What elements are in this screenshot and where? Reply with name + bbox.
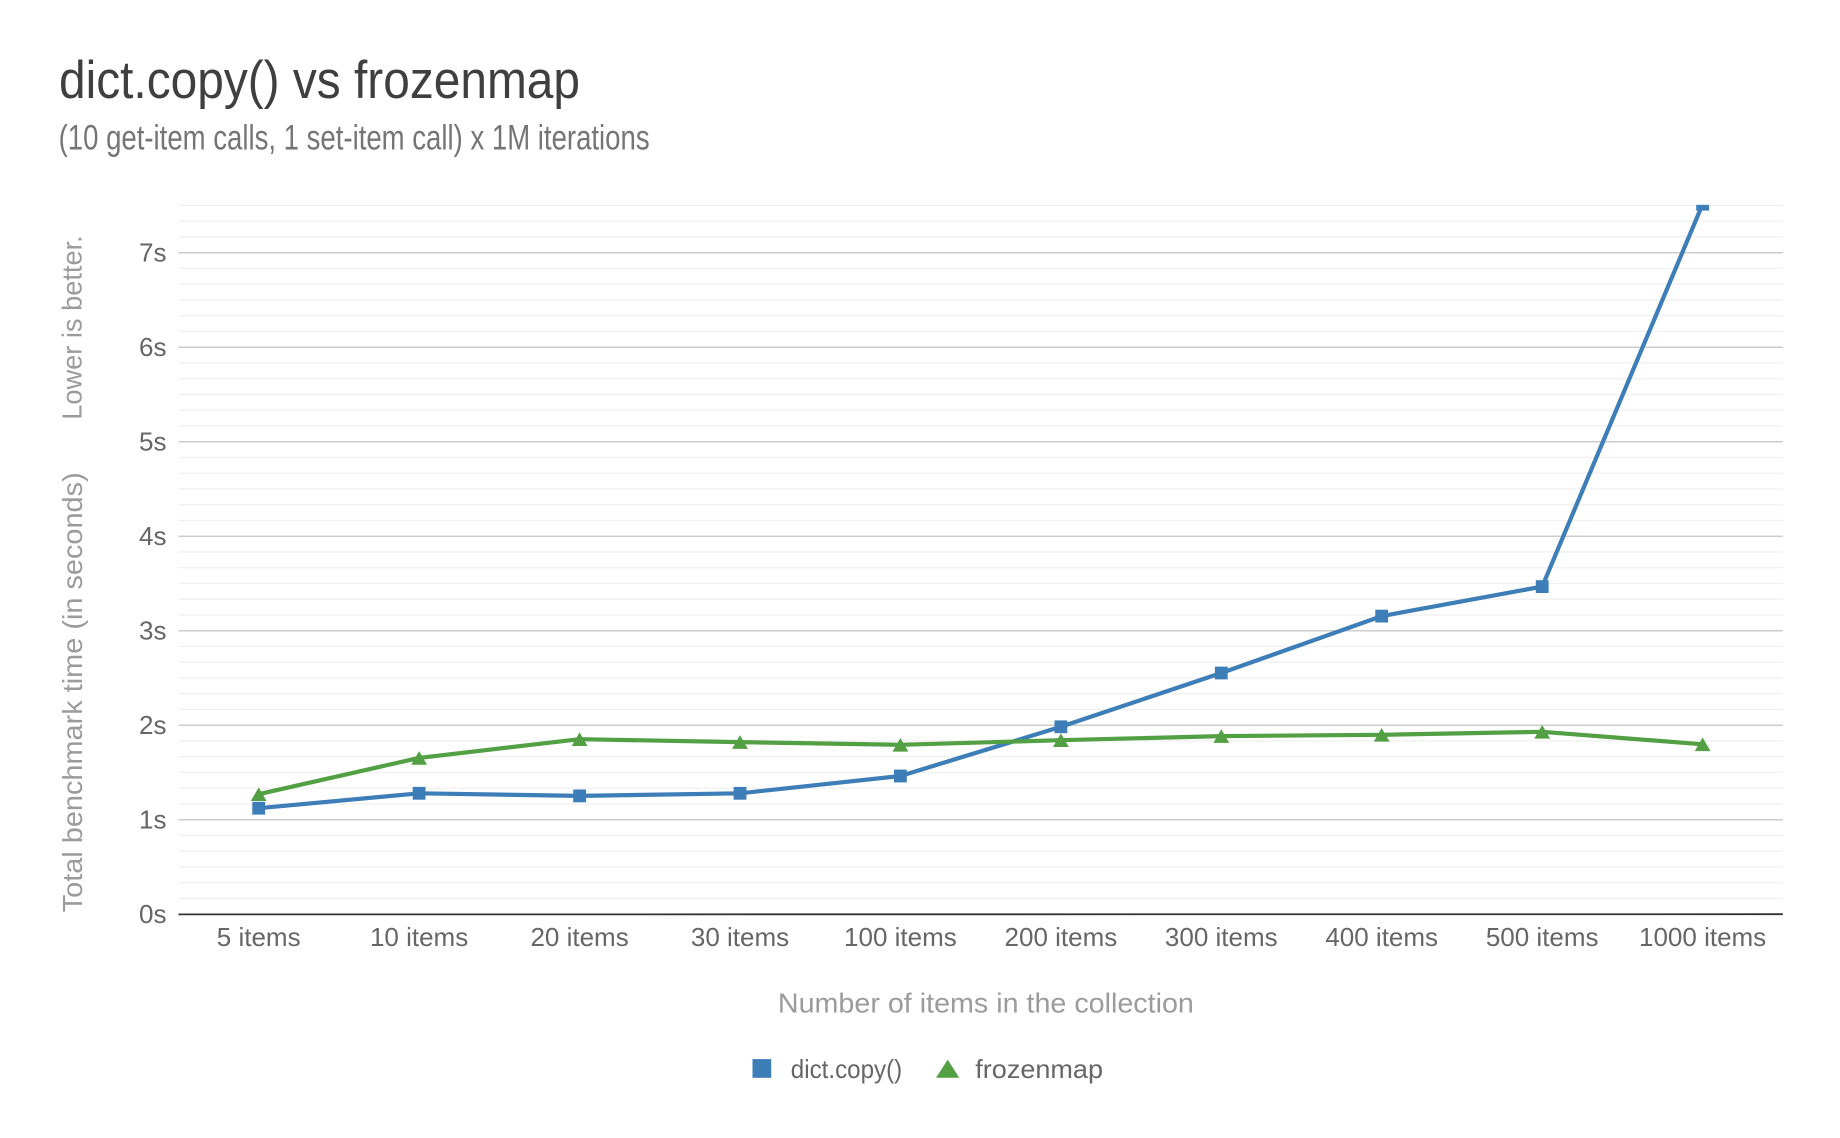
svg-text:5s: 5s [139, 426, 166, 456]
svg-text:(10 get-item calls, 1 set-item: (10 get-item calls, 1 set-item call) x 1… [59, 119, 650, 158]
svg-text:frozenmap: frozenmap [975, 1054, 1103, 1084]
svg-text:100 items: 100 items [844, 922, 957, 952]
svg-text:300 items: 300 items [1165, 922, 1278, 952]
svg-text:20 items: 20 items [530, 922, 628, 952]
svg-text:dict.copy(): dict.copy() [791, 1054, 902, 1084]
svg-text:0s: 0s [139, 899, 166, 929]
svg-text:500 items: 500 items [1486, 922, 1599, 952]
svg-text:3s: 3s [139, 615, 166, 645]
svg-text:6s: 6s [139, 332, 166, 362]
svg-text:Total benchmark time (in secon: Total benchmark time (in seconds) [57, 472, 88, 912]
svg-text:7s: 7s [139, 237, 166, 267]
svg-text:Lower is better.: Lower is better. [57, 235, 88, 420]
svg-text:Number of items in the collect: Number of items in the collection [778, 988, 1194, 1019]
svg-text:1s: 1s [139, 804, 166, 834]
svg-text:400 items: 400 items [1325, 922, 1438, 952]
svg-text:200 items: 200 items [1005, 922, 1118, 952]
svg-text:dict.copy() vs frozenmap: dict.copy() vs frozenmap [59, 51, 580, 110]
svg-text:2s: 2s [139, 710, 166, 740]
svg-text:4s: 4s [139, 521, 166, 551]
svg-text:5 items: 5 items [217, 922, 301, 952]
svg-text:30 items: 30 items [691, 922, 789, 952]
svg-text:10 items: 10 items [370, 922, 468, 952]
svg-text:1000 items: 1000 items [1639, 922, 1766, 952]
